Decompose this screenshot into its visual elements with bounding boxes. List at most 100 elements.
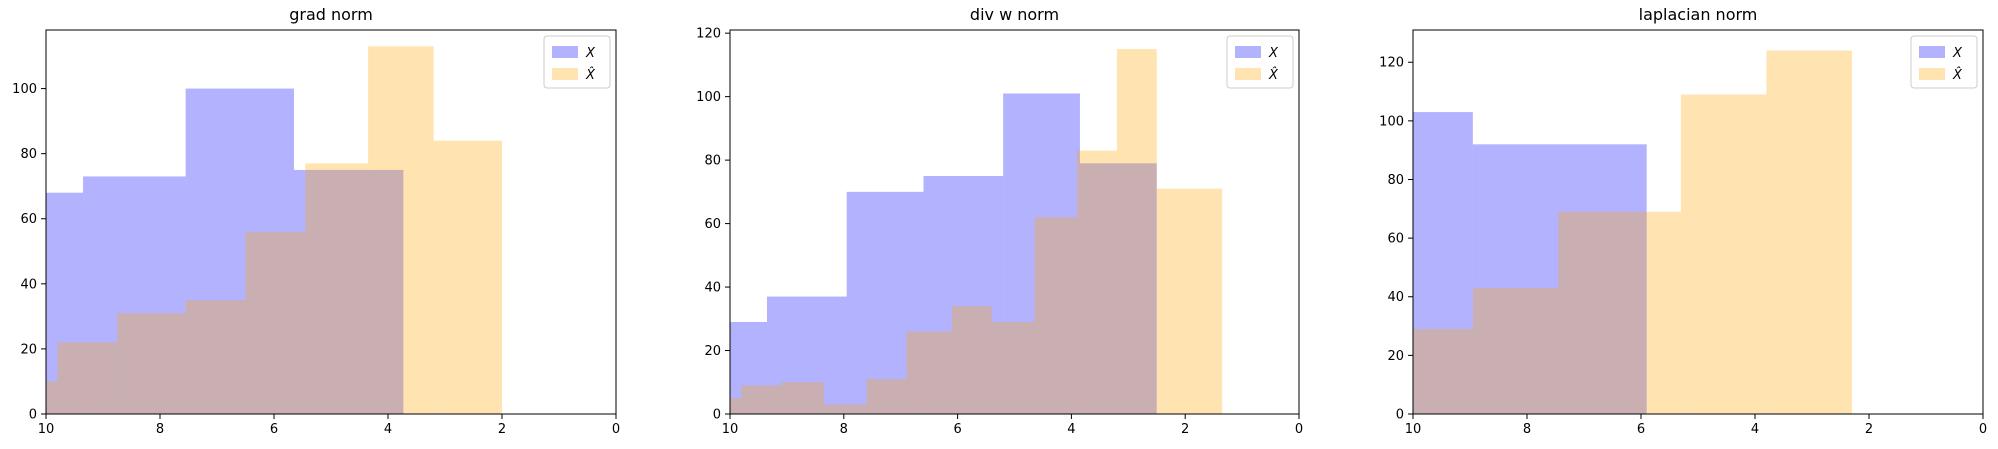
x-tick-label: 10 — [38, 422, 55, 437]
y-tick-label: 0 — [1396, 408, 1404, 423]
y-tick-label: 120 — [1379, 56, 1404, 71]
legend-box — [1226, 35, 1294, 89]
chart-legend: X X̂ — [1910, 35, 1978, 89]
legend-swatch-x — [1235, 46, 1261, 58]
histogram-bar-xhat-8 — [991, 321, 1035, 414]
x-tick-label: 4 — [1067, 422, 1075, 437]
histogram-bar-x-4 — [923, 175, 1004, 414]
y-tick-label: 0 — [713, 408, 721, 423]
histogram-bar-x-3 — [846, 191, 924, 414]
y-tick-label: 20 — [20, 342, 37, 357]
histogram-bar-xhat-1 — [730, 398, 742, 414]
histogram-bar-xhat-1 — [46, 381, 58, 414]
histogram-bar-xhat-3 — [117, 313, 186, 414]
x-tick-label: 2 — [1181, 422, 1189, 437]
histogram-bar-x-6 — [1079, 163, 1157, 414]
legend-label-x: X — [1268, 46, 1279, 61]
histogram-bar-xhat-4 — [185, 300, 246, 414]
x-tick-label: 10 — [1405, 422, 1422, 437]
histogram-bar-xhat-6 — [305, 163, 369, 414]
histogram-bar-xhat-2 — [1472, 287, 1559, 414]
axes-frame — [729, 29, 1300, 415]
x-tick-label: 4 — [1751, 422, 1759, 437]
histogram-bar-x-1 — [46, 192, 84, 414]
histogram-bar-xhat-7 — [368, 46, 434, 415]
x-tick-label: 2 — [498, 422, 506, 437]
histogram-bar-xhat-5 — [1680, 94, 1767, 414]
histogram-bar-xhat-4 — [823, 404, 867, 414]
legend-box — [1910, 35, 1978, 89]
axes-frame — [1412, 29, 1984, 415]
chart-legend: X X̂ — [1226, 35, 1294, 89]
legend-label-x: X — [585, 46, 596, 61]
x-tick-label: 8 — [156, 422, 164, 437]
x-tick-label: 8 — [840, 422, 848, 437]
y-tick-label: 80 — [1387, 173, 1404, 188]
chart-title: div w norm — [970, 5, 1059, 24]
x-tick-label: 6 — [1637, 422, 1645, 437]
histogram-bar-xhat-2 — [57, 342, 118, 414]
histogram-bar-x-4 — [293, 169, 404, 414]
histogram-bar-x-5 — [1003, 93, 1080, 415]
chart-title: laplacian norm — [1639, 5, 1758, 24]
x-tick-label: 0 — [612, 422, 620, 437]
x-tick-label: 0 — [1979, 422, 1987, 437]
y-tick-label: 40 — [704, 281, 721, 296]
histogram-bar-xhat-5 — [866, 379, 907, 414]
legend-label-x: X — [1952, 46, 1963, 61]
histogram-bar-xhat-7 — [951, 306, 992, 414]
legend-swatch-x — [1919, 46, 1945, 58]
x-tick-label: 6 — [270, 422, 278, 437]
legend-label-xhat: X̂ — [1952, 68, 1963, 83]
y-tick-label: 40 — [20, 277, 37, 292]
y-tick-label: 0 — [29, 408, 37, 423]
y-tick-label: 100 — [696, 90, 721, 105]
histogram-bar-xhat-11 — [1116, 49, 1157, 414]
legend-label-xhat: X̂ — [585, 68, 596, 83]
x-tick-label: 6 — [953, 422, 961, 437]
y-tick-label: 100 — [12, 82, 37, 97]
x-tick-label: 8 — [1523, 422, 1531, 437]
histogram-bar-xhat-5 — [245, 231, 306, 414]
histogram-bar-xhat-8 — [433, 140, 502, 414]
histogram-bar-xhat-6 — [1766, 50, 1852, 415]
histogram-bar-xhat-1 — [1413, 328, 1473, 414]
histogram-bar-x-2 — [83, 176, 186, 414]
y-tick-label: 20 — [704, 344, 721, 359]
x-tick-label: 4 — [384, 422, 392, 437]
histogram-bar-xhat-10 — [1077, 150, 1117, 415]
legend-swatch-xhat — [552, 68, 578, 80]
histogram-bar-x-3 — [185, 88, 294, 415]
histogram-bar-x-1 — [730, 321, 767, 414]
histogram-bar-x-2 — [766, 296, 847, 414]
chart-legend: X X̂ — [543, 35, 611, 89]
histogram-bar-xhat-9 — [1034, 217, 1078, 414]
y-tick-label: 80 — [20, 147, 37, 162]
histogram-bar-xhat-2 — [741, 385, 782, 414]
chart-title: grad norm — [289, 5, 373, 24]
histogram-bar-x-1 — [1413, 112, 1473, 415]
legend-swatch-xhat — [1919, 68, 1945, 80]
x-tick-label: 10 — [722, 422, 739, 437]
y-tick-label: 80 — [704, 154, 721, 169]
legend-label-xhat: X̂ — [1268, 68, 1279, 83]
y-tick-label: 100 — [1379, 114, 1404, 129]
histogram-bar-xhat-12 — [1156, 188, 1223, 414]
y-tick-label: 40 — [1387, 290, 1404, 305]
legend-box — [543, 35, 611, 89]
x-tick-label: 0 — [1295, 422, 1303, 437]
y-tick-label: 60 — [1387, 232, 1404, 247]
y-tick-label: 20 — [1387, 349, 1404, 364]
histogram-bar-xhat-4 — [1646, 211, 1681, 414]
axes-frame — [45, 29, 617, 415]
y-tick-label: 120 — [696, 27, 721, 42]
legend-swatch-xhat — [1235, 68, 1261, 80]
histogram-bar-xhat-3 — [781, 382, 824, 414]
histogram-bar-xhat-3 — [1558, 211, 1647, 414]
x-tick-label: 2 — [1865, 422, 1873, 437]
histogram-bar-xhat-6 — [906, 331, 952, 414]
